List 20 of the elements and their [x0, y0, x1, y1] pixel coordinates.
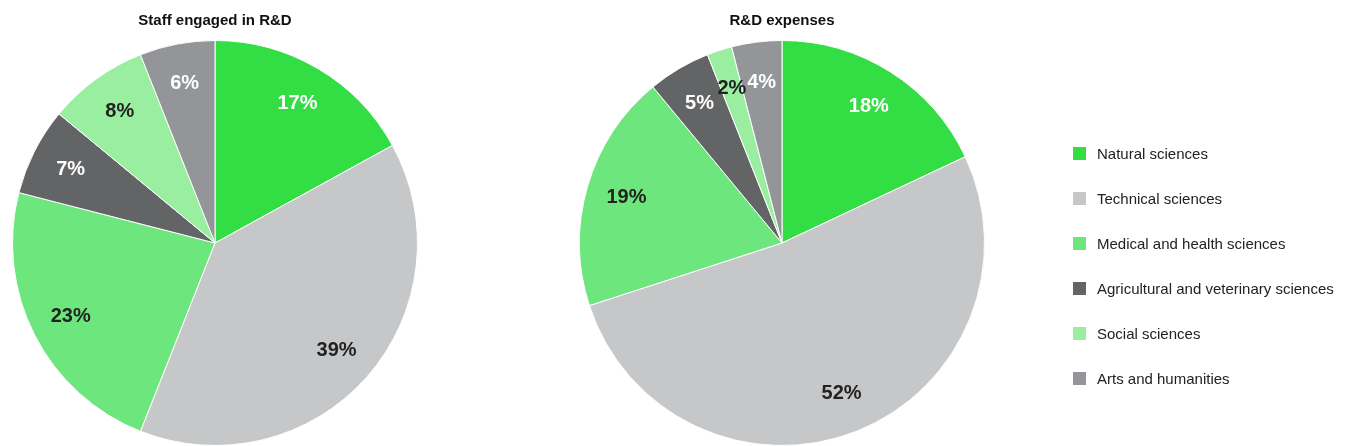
legend-label: Technical sciences	[1097, 190, 1223, 207]
legend-label: Agricultural and veterinary sciences	[1097, 280, 1334, 297]
data-label: 17%	[277, 91, 318, 114]
chart-title: Staff engaged in R&D	[138, 11, 292, 29]
data-label: 39%	[316, 337, 357, 360]
data-label: 8%	[105, 99, 135, 122]
data-label: 4%	[747, 69, 777, 92]
data-label: 6%	[170, 71, 200, 94]
legend-label: Natural sciences	[1097, 145, 1208, 162]
data-label: 52%	[821, 381, 862, 404]
chart-title: R&D expenses	[729, 11, 835, 29]
legend-label: Social sciences	[1097, 325, 1201, 342]
data-label: 5%	[685, 91, 715, 114]
data-label: 7%	[56, 156, 86, 179]
data-label: 19%	[606, 185, 647, 208]
data-label: 23%	[50, 304, 91, 327]
data-label: 2%	[717, 76, 747, 99]
legend-label: Medical and health sciences	[1097, 235, 1286, 252]
legend-label: Arts and humanities	[1097, 370, 1230, 387]
data-label: 18%	[848, 93, 890, 116]
